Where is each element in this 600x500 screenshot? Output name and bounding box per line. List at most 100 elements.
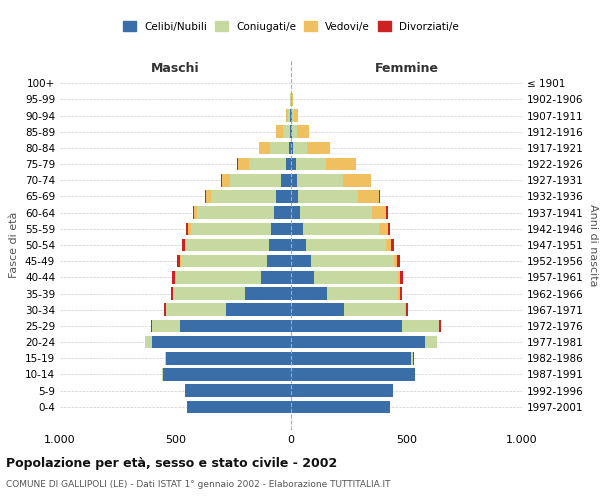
Bar xyxy=(291,126,292,138)
Bar xyxy=(344,304,406,316)
Bar xyxy=(306,238,386,252)
Bar xyxy=(358,190,379,203)
Bar xyxy=(182,238,185,252)
Bar xyxy=(292,93,293,106)
Bar xyxy=(388,222,391,235)
Bar xyxy=(186,238,269,252)
Bar xyxy=(173,287,245,300)
Bar xyxy=(259,142,270,154)
Bar xyxy=(176,271,261,283)
Bar xyxy=(291,174,297,186)
Bar xyxy=(379,222,388,235)
Bar xyxy=(379,190,380,203)
Bar xyxy=(286,158,291,170)
Bar xyxy=(291,271,314,283)
Bar xyxy=(297,126,310,138)
Bar xyxy=(291,352,411,364)
Bar xyxy=(291,222,302,235)
Bar xyxy=(298,190,358,203)
Bar xyxy=(291,320,402,332)
Bar xyxy=(290,109,291,122)
Legend: Celibi/Nubili, Coniugati/e, Vedovi/e, Divorziati/e: Celibi/Nubili, Coniugati/e, Vedovi/e, Di… xyxy=(119,17,463,36)
Bar xyxy=(311,255,394,268)
Text: Maschi: Maschi xyxy=(151,62,200,75)
Bar xyxy=(391,238,394,252)
Bar xyxy=(291,142,293,154)
Bar xyxy=(386,206,388,219)
Bar xyxy=(286,109,289,122)
Bar xyxy=(271,222,291,235)
Bar xyxy=(291,206,300,219)
Bar xyxy=(302,222,379,235)
Bar xyxy=(281,174,291,186)
Bar xyxy=(307,142,330,154)
Bar xyxy=(145,336,152,348)
Bar xyxy=(343,174,371,186)
Bar xyxy=(172,271,175,283)
Bar xyxy=(398,271,400,283)
Bar xyxy=(250,158,286,170)
Bar xyxy=(185,384,291,397)
Bar xyxy=(372,206,386,219)
Bar xyxy=(297,174,343,186)
Bar xyxy=(291,109,292,122)
Bar xyxy=(291,287,327,300)
Bar xyxy=(206,190,211,203)
Bar xyxy=(151,320,152,332)
Bar xyxy=(187,400,291,413)
Bar xyxy=(175,271,176,283)
Bar xyxy=(314,271,398,283)
Bar xyxy=(291,304,344,316)
Bar xyxy=(211,190,276,203)
Bar xyxy=(269,238,291,252)
Text: COMUNE DI GALLIPOLI (LE) - Dati ISTAT 1° gennaio 2002 - Elaborazione TUTTITALIA.: COMUNE DI GALLIPOLI (LE) - Dati ISTAT 1°… xyxy=(6,480,391,489)
Bar xyxy=(238,158,250,170)
Bar xyxy=(400,271,403,283)
Bar xyxy=(187,222,188,235)
Bar xyxy=(261,271,291,283)
Bar xyxy=(291,190,298,203)
Text: Femmine: Femmine xyxy=(374,62,439,75)
Bar xyxy=(326,158,356,170)
Bar xyxy=(291,336,425,348)
Bar xyxy=(274,206,291,219)
Bar xyxy=(293,109,298,122)
Bar xyxy=(222,174,230,186)
Bar xyxy=(300,206,372,219)
Bar xyxy=(221,174,222,186)
Bar xyxy=(290,126,291,138)
Bar xyxy=(270,142,289,154)
Bar xyxy=(181,255,267,268)
Bar xyxy=(193,206,194,219)
Bar xyxy=(402,320,439,332)
Bar xyxy=(291,255,311,268)
Bar xyxy=(397,255,400,268)
Bar xyxy=(425,336,437,348)
Bar xyxy=(166,352,291,364)
Bar xyxy=(245,287,291,300)
Bar xyxy=(276,190,291,203)
Y-axis label: Fasce di età: Fasce di età xyxy=(10,212,19,278)
Bar xyxy=(180,255,181,268)
Bar xyxy=(296,158,326,170)
Bar xyxy=(327,287,398,300)
Bar xyxy=(293,142,307,154)
Bar xyxy=(291,238,306,252)
Bar xyxy=(163,368,291,381)
Bar xyxy=(191,222,271,235)
Bar xyxy=(164,304,166,316)
Text: Popolazione per età, sesso e stato civile - 2002: Popolazione per età, sesso e stato civil… xyxy=(6,458,337,470)
Bar xyxy=(230,174,281,186)
Bar xyxy=(171,287,173,300)
Bar xyxy=(152,336,291,348)
Bar xyxy=(194,206,197,219)
Bar xyxy=(205,190,206,203)
Bar xyxy=(166,304,226,316)
Bar xyxy=(406,304,409,316)
Bar xyxy=(411,352,413,364)
Bar xyxy=(291,158,296,170)
Y-axis label: Anni di nascita: Anni di nascita xyxy=(587,204,598,286)
Bar xyxy=(276,126,283,138)
Bar xyxy=(152,320,180,332)
Bar xyxy=(165,352,166,364)
